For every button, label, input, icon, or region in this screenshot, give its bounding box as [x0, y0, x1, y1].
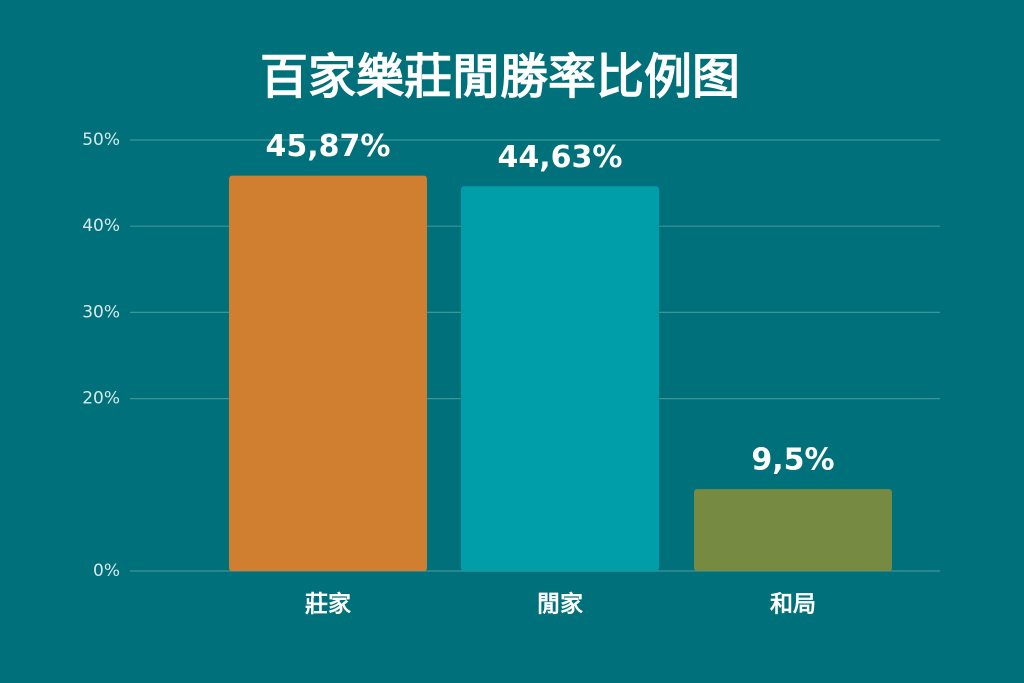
bar	[461, 186, 659, 571]
x-tick-label: 莊家	[305, 591, 351, 618]
y-tick-label: 30%	[82, 302, 120, 322]
y-tick-label: 50%	[82, 130, 120, 150]
x-tick-label: 和局	[770, 592, 816, 618]
data-label: 9,5%	[751, 443, 834, 478]
bar	[229, 175, 427, 572]
y-tick-label: 40%	[82, 216, 120, 236]
y-tick-label: 20%	[82, 389, 120, 409]
data-label: 45,87%	[266, 129, 391, 164]
data-label: 44,63%	[498, 140, 623, 175]
chart-title: 百家樂莊閒勝率比例图	[260, 49, 740, 105]
x-tick-label: 閒家	[537, 591, 583, 618]
y-tick-label: 0%	[93, 561, 120, 581]
bar	[694, 489, 892, 571]
